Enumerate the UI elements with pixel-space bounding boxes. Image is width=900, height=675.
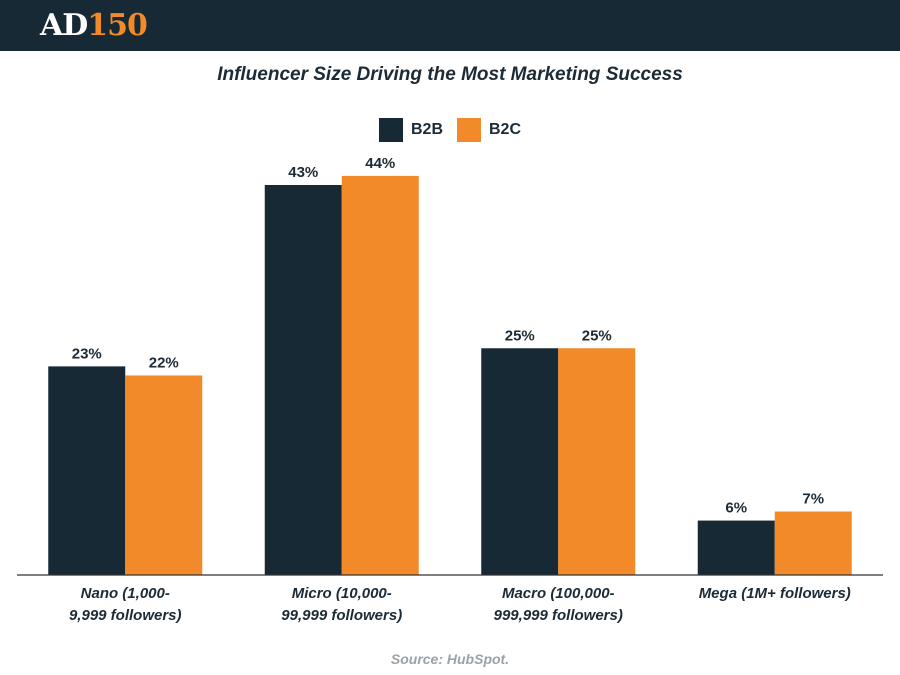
legend-label-b2b: B2B	[410, 121, 443, 138]
bar-b2c-1	[125, 375, 203, 575]
ad150-logo[interactable]: AD150	[40, 8, 148, 43]
data-label-b2b-1: 23%	[72, 345, 102, 362]
source-note: Source: HubSpot.	[390, 651, 510, 667]
logo-text-150: 150	[87, 8, 148, 43]
category-label-2-line-2: 99,999 followers)	[281, 607, 402, 624]
bar-b2b-1	[48, 366, 126, 575]
data-label-b2b-2: 43%	[288, 164, 318, 181]
bar-b2b-2	[264, 184, 342, 576]
legend-label-b2c: B2C	[489, 121, 522, 138]
category-label-3-line-2: 999,999 followers)	[494, 607, 623, 624]
bar-b2c-4	[774, 511, 852, 575]
category-label-2-line-1: Micro (10,000-	[292, 585, 392, 602]
category-label-4-line-1: Mega (1M+ followers)	[699, 585, 851, 602]
legend-swatch-b2b	[378, 118, 403, 142]
data-label-b2b-4: 6%	[725, 500, 747, 517]
bar-chart: 23% 22% Nano (1,000- 9,999 followers) 43% 44%…	[17, 155, 883, 624]
chart-title: Influencer Size Driving the Most Marketi…	[217, 64, 683, 85]
legend-item-b2b: B2B	[378, 118, 443, 142]
bar-b2c-3	[558, 348, 636, 575]
logo-text-ad: AD	[40, 8, 88, 43]
category-label-1-line-2: 9,999 followers)	[69, 607, 182, 624]
header-bar: AD150	[0, 0, 900, 51]
chart-legend: B2B B2C	[0, 118, 900, 142]
data-label-b2c-3: 25%	[582, 327, 612, 344]
data-label-b2b-3: 25%	[505, 327, 535, 344]
data-label-b2c-2: 44%	[365, 155, 395, 172]
data-label-b2c-4: 7%	[802, 491, 824, 508]
bar-b2b-3	[481, 348, 559, 575]
data-label-b2c-1: 22%	[149, 354, 179, 371]
category-label-3-line-1: Macro (100,000-	[502, 585, 615, 602]
legend-swatch-b2c	[457, 118, 481, 142]
bar-b2c-2	[341, 175, 419, 576]
bar-b2b-4	[697, 520, 775, 575]
legend-item-b2c: B2C	[457, 118, 521, 142]
category-label-1-line-1: Nano (1,000-	[81, 585, 170, 602]
